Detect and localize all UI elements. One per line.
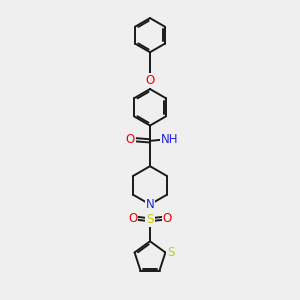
Text: O: O [128,212,137,225]
Text: N: N [146,198,154,211]
Text: O: O [163,212,172,225]
Text: S: S [167,246,174,259]
Text: NH: NH [161,133,178,146]
Text: O: O [146,74,154,87]
Text: S: S [146,213,154,226]
Text: O: O [126,133,135,146]
